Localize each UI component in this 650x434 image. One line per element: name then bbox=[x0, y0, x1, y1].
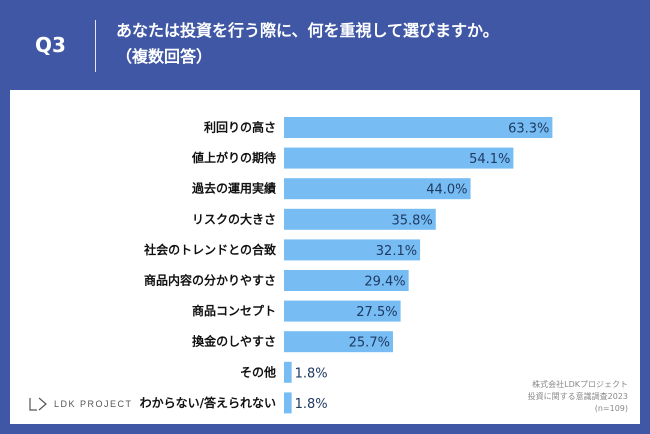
bar-4 bbox=[284, 239, 421, 261]
ldk-logo: LDK PROJECT bbox=[28, 397, 133, 411]
value-label-0: 63.3% bbox=[508, 122, 549, 137]
bar-7 bbox=[284, 331, 393, 353]
value-label-7: 25.7% bbox=[349, 336, 390, 351]
header-divider bbox=[95, 20, 96, 72]
value-label-4: 32.1% bbox=[376, 244, 417, 259]
question-title-line2: （複数回答） bbox=[116, 47, 213, 66]
value-label-8: 1.8% bbox=[295, 366, 328, 381]
source-note: 株式会社LDKプロジェクト 投資に関する意識調査2023 (n=109) bbox=[528, 379, 628, 415]
bar-1 bbox=[284, 147, 514, 169]
bar-3 bbox=[284, 208, 436, 230]
bar-9 bbox=[284, 392, 292, 414]
value-label-6: 27.5% bbox=[356, 305, 397, 320]
bar-6 bbox=[284, 300, 401, 322]
bar-chart: 利回りの高さ 63.3% 値上がりの期待 54.1% 過去の運用実績 44.0% リスクの大… bbox=[140, 117, 553, 414]
bar-5 bbox=[284, 270, 409, 291]
category-label-1: 値上がりの期待 bbox=[191, 150, 276, 165]
value-label-1: 54.1% bbox=[469, 152, 510, 167]
category-label-9: わからない/答えられない bbox=[140, 395, 276, 410]
value-label-3: 35.8% bbox=[391, 213, 432, 228]
question-title-line1: あなたは投資を行う際に、何を重視して選びますか。 bbox=[116, 21, 499, 40]
source-survey: 投資に関する意識調査2023 bbox=[527, 392, 628, 401]
source-sample-size: (n=109) bbox=[594, 404, 628, 413]
chart-panel: 利回りの高さ 63.3% 値上がりの期待 54.1% 過去の運用実績 44.0% リスクの大… bbox=[10, 90, 640, 424]
category-label-2: 過去の運用実績 bbox=[191, 181, 276, 196]
question-title: あなたは投資を行う際に、何を重視して選びますか。 （複数回答） bbox=[116, 18, 636, 70]
category-label-8: その他 bbox=[240, 364, 276, 379]
value-label-9: 1.8% bbox=[295, 397, 328, 412]
bar-0 bbox=[284, 117, 553, 138]
category-label-3: リスクの大きさ bbox=[192, 211, 276, 226]
category-label-5: 商品内容の分かりやすさ bbox=[144, 273, 276, 288]
bar-8 bbox=[284, 361, 292, 383]
logo-text: LDK PROJECT bbox=[54, 399, 133, 409]
category-label-4: 社会のトレンドとの合致 bbox=[143, 242, 277, 257]
source-company: 株式会社LDKプロジェクト bbox=[532, 380, 628, 389]
value-label-5: 29.4% bbox=[364, 275, 405, 290]
category-label-7: 換金のしやすさ bbox=[192, 334, 276, 349]
ldk-logo-icon bbox=[29, 397, 47, 411]
bar-2 bbox=[284, 178, 471, 200]
category-label-6: 商品コンセプト bbox=[192, 303, 276, 318]
value-label-2: 44.0% bbox=[426, 183, 467, 198]
category-label-0: 利回りの高さ bbox=[204, 120, 276, 135]
question-number: Q3 bbox=[35, 33, 66, 57]
header: Q3 あなたは投資を行う際に、何を重視して選びますか。 （複数回答） bbox=[0, 0, 650, 88]
